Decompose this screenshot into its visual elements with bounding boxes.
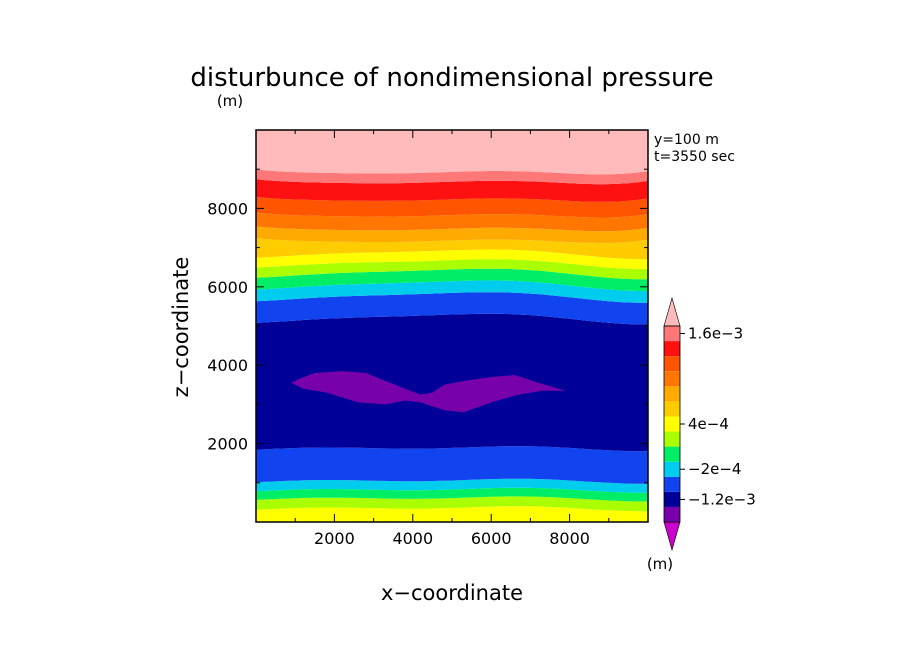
chart-title: disturbunce of nondimensional pressure (190, 63, 713, 93)
contour-band-4 (256, 446, 648, 484)
contour-band-16 (256, 169, 648, 185)
colorbar-tick-label: −2e−4 (688, 460, 741, 478)
colorbar-segment (664, 401, 680, 417)
x-tick-label: 6000 (471, 529, 512, 548)
plot-area (256, 130, 648, 522)
colorbar-segment (664, 506, 680, 522)
x-tick-label: 2000 (314, 529, 355, 548)
x-axis-label: x−coordinate (381, 581, 523, 605)
contour-band-13 (256, 212, 648, 232)
colorbar-segment (664, 371, 680, 387)
contour-band-0 (256, 506, 648, 522)
colorbar-top-arrow (663, 296, 681, 327)
colorbar-segment (664, 386, 680, 402)
contour-band-5 (256, 313, 648, 452)
contour-band-17 (256, 130, 648, 175)
x-tick-label: 4000 (392, 529, 433, 548)
y-tick-label: 2000 (207, 435, 248, 454)
colorbar-tick-label: 1.6e−3 (688, 325, 743, 343)
contour-band-6 (256, 292, 648, 325)
y-tick-label: 6000 (207, 278, 248, 297)
annotation-y: y=100 m (654, 132, 719, 148)
colorbar-tick-label: −1.2e−3 (688, 490, 756, 508)
contour-band-15 (256, 179, 648, 202)
contour-band-12 (256, 226, 648, 243)
colorbar-segment (664, 326, 680, 342)
contour-band-11 (256, 238, 648, 260)
colorbar-segment (664, 431, 680, 447)
y-unit-label: (m) (217, 92, 243, 110)
contour-blob (291, 371, 566, 413)
contour-band-14 (256, 197, 648, 218)
colorbar-segment (664, 476, 680, 492)
axes: 2000 4000 6000 8000 2000 4000 6000 8000 (207, 129, 649, 548)
colorbar-segment (664, 446, 680, 462)
colorbar-segment (664, 356, 680, 372)
colorbar-bottom-arrow (663, 521, 681, 552)
x-tick-label: 8000 (549, 529, 590, 548)
contour-band-8 (256, 268, 648, 292)
colorbar-tick-label: 4e−4 (688, 415, 729, 433)
y-tick-label: 8000 (207, 199, 248, 218)
colorbar-segment (664, 461, 680, 477)
colorbar-unit-label: (m) (647, 555, 673, 573)
contour-band-9 (256, 259, 648, 280)
contour-band-10 (256, 249, 648, 270)
colorbar: 1.6e−3 4e−4 −2e−4 −1.2e−3 (663, 296, 756, 552)
contour-band-7 (256, 280, 648, 303)
colorbar-segment (664, 416, 680, 432)
colorbar-segment (664, 491, 680, 507)
colorbar-segment (664, 341, 680, 357)
contour-band-3 (256, 478, 648, 493)
y-tick-label: 4000 (207, 356, 248, 375)
contour-band-2 (256, 487, 648, 502)
contour-band-1 (256, 496, 648, 512)
y-axis-label: z−coordinate (169, 257, 193, 398)
annotation-t: t=3550 sec (654, 149, 735, 165)
